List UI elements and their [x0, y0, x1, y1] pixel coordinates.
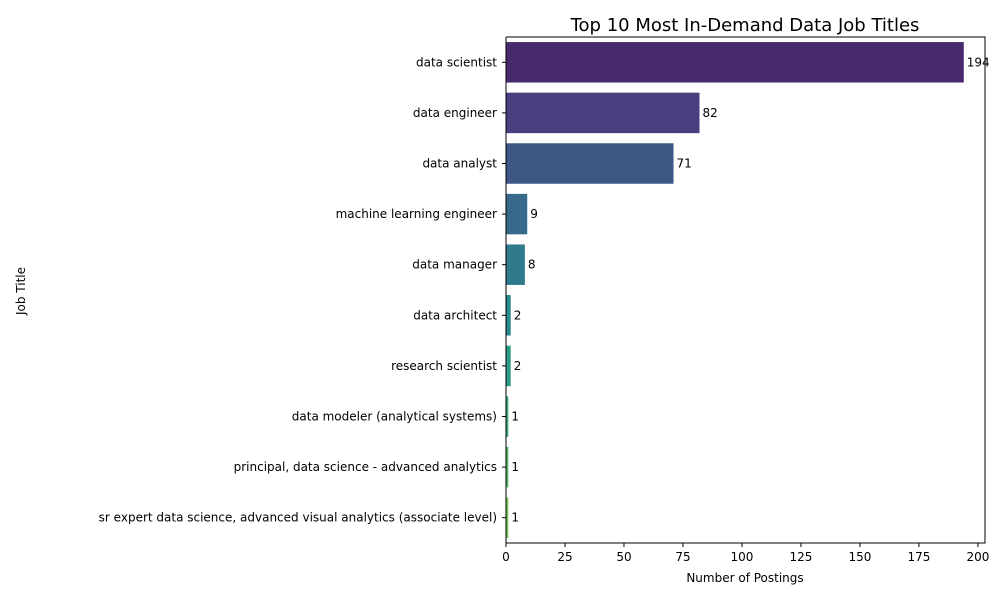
bar-value-label-8: 1	[511, 460, 519, 474]
x-tick-label-4: 100	[731, 550, 754, 564]
x-tick-label-1: 25	[557, 550, 572, 564]
bar-value-label-4: 8	[528, 258, 536, 272]
bar-1	[506, 92, 700, 134]
y-tick-label-1: data engineer	[413, 106, 497, 120]
bar-value-label-2: 71	[677, 157, 692, 171]
bar-value-label-5: 2	[514, 308, 522, 322]
bar-4	[506, 244, 525, 285]
x-tick-label-0: 0	[502, 550, 510, 564]
bar-value-label-3: 9	[530, 207, 538, 221]
bar-8	[506, 446, 509, 488]
bar-5	[506, 295, 511, 336]
x-tick-label-3: 75	[675, 550, 690, 564]
plot-frame	[505, 36, 986, 544]
y-tick-label-4: data manager	[412, 258, 497, 272]
x-tick-label-8: 200	[966, 550, 989, 564]
bar-value-label-7: 1	[511, 410, 519, 424]
y-tick-label-9: sr expert data science, advanced visual …	[99, 511, 497, 525]
x-tick-label-7: 175	[907, 550, 930, 564]
y-tick-label-3: machine learning engineer	[336, 207, 497, 221]
bar-value-label-9: 1	[511, 511, 519, 525]
bar-2	[506, 143, 674, 184]
y-axis: data scientist data engineer data analyst m…	[99, 55, 506, 525]
bar-7	[506, 396, 509, 437]
bar-value-label-6: 2	[514, 359, 522, 373]
bar-value-label-0: 194	[967, 55, 990, 69]
x-axis-label: Number of Postings	[686, 571, 803, 585]
bar-6	[506, 345, 511, 387]
x-tick-label-6: 150	[848, 550, 871, 564]
bar-9	[506, 497, 509, 538]
x-tick-label-2: 50	[616, 550, 631, 564]
x-axis: 0 25 50 75 100 125 150 175 200	[502, 36, 989, 564]
y-axis-label: Job Title	[14, 267, 28, 316]
x-tick-label-5: 125	[789, 550, 812, 564]
bar-0	[506, 42, 964, 83]
y-tick-label-6: research scientist	[391, 359, 497, 373]
y-tick-label-5: data architect	[413, 308, 497, 322]
y-tick-label-8: principal, data science - advanced analy…	[234, 460, 497, 474]
chart-title: Top 10 Most In-Demand Data Job Titles	[570, 15, 920, 36]
y-tick-label-7: data modeler (analytical systems)	[292, 410, 497, 424]
y-tick-label-0: data scientist	[416, 55, 497, 69]
y-tick-label-2: data analyst	[422, 157, 497, 171]
bar-value-label-1: 82	[702, 106, 717, 120]
bar-3	[506, 193, 528, 235]
